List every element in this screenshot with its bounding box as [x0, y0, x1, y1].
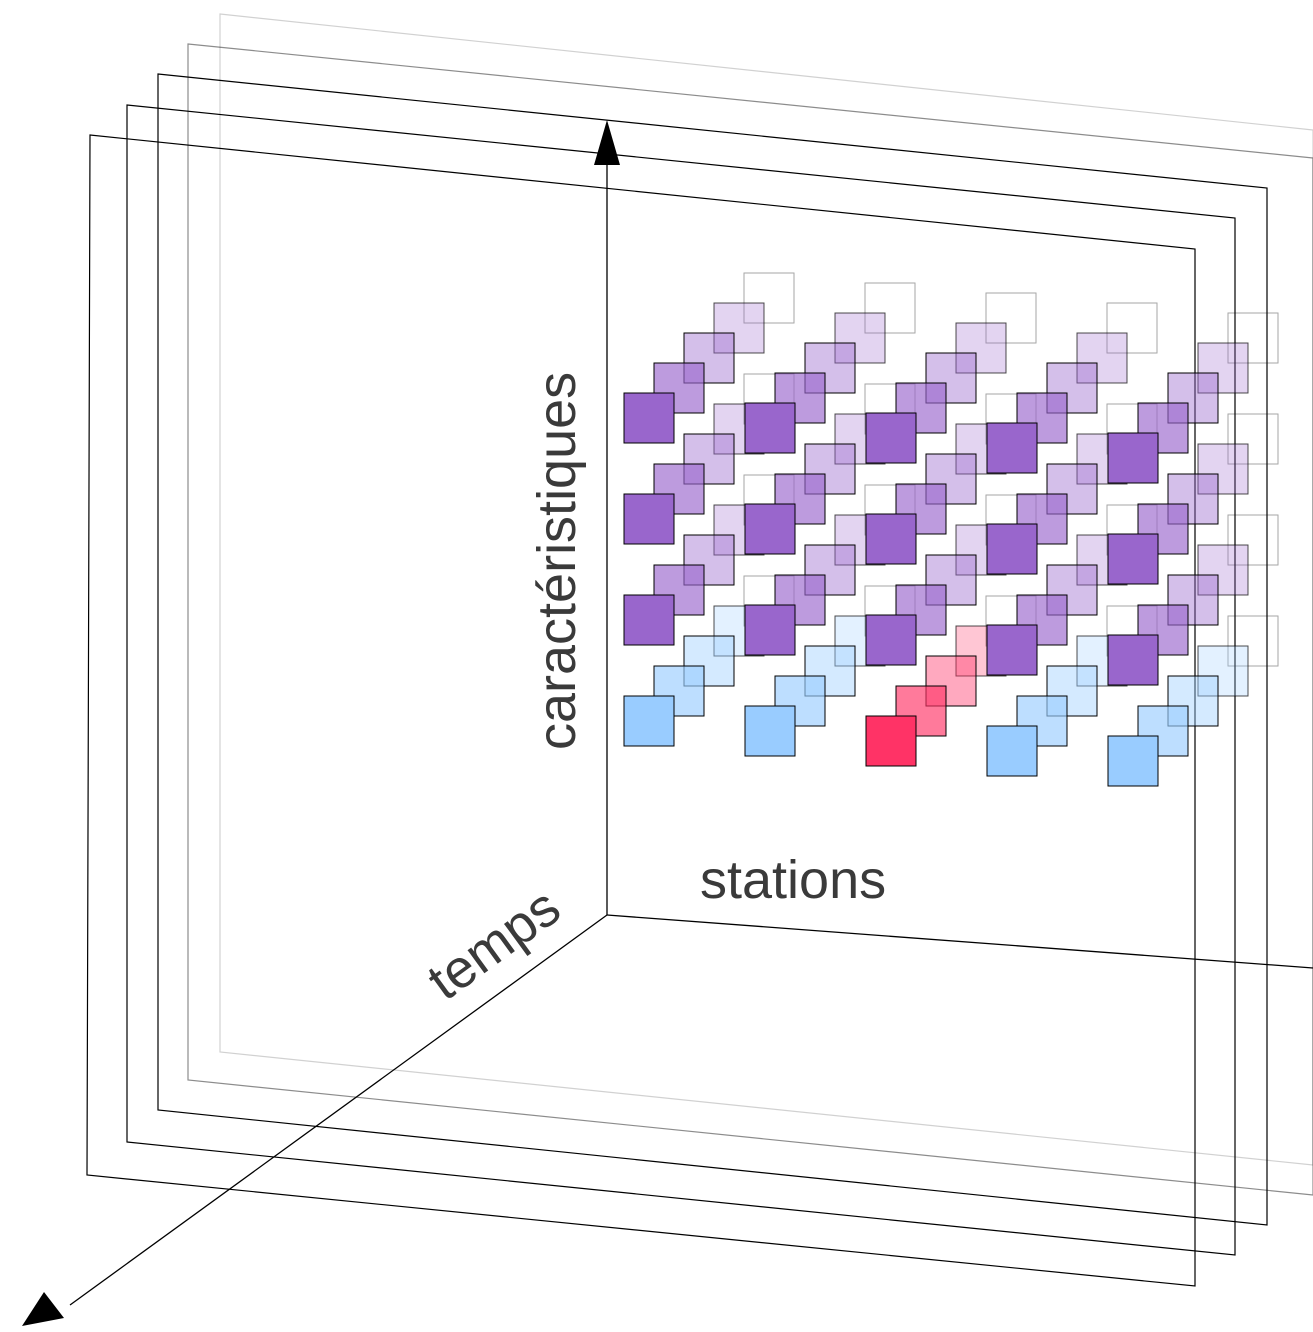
tensor-cell	[743, 272, 795, 324]
tensor-cell	[1197, 342, 1249, 394]
tensor-cell	[1107, 735, 1159, 787]
feature-axis-label: caractéristiques	[527, 372, 587, 750]
tensor-cell	[985, 292, 1037, 344]
tensor-cell	[986, 422, 1038, 474]
tensor-cell	[865, 412, 917, 464]
tensor-cell	[744, 402, 796, 454]
tensor-cell	[1107, 533, 1159, 585]
tensor-cell	[1227, 615, 1279, 667]
tensor-cell	[623, 392, 675, 444]
tensor-cell	[865, 614, 917, 666]
tensor-cell	[713, 302, 765, 354]
tensor-cell	[1076, 332, 1128, 384]
tensor-cell	[744, 604, 796, 656]
tensor-cell	[1016, 695, 1068, 747]
time-axis-arrowhead	[22, 1292, 64, 1326]
tensor-cell	[744, 705, 796, 757]
station-axis	[606, 914, 1313, 969]
tensor-cell	[865, 715, 917, 767]
time-axis-label: temps	[417, 877, 571, 1012]
time-slice-plane	[126, 104, 1236, 1256]
tensor-cell	[865, 513, 917, 565]
tensor-cell	[623, 695, 675, 747]
time-axis	[69, 914, 608, 1306]
tensor-cells	[623, 272, 1279, 787]
tensor-cell	[1107, 432, 1159, 484]
tensor-cell	[834, 312, 886, 364]
feature-axis-arrowhead	[594, 120, 620, 165]
axes	[22, 120, 1313, 1326]
tensor-cell	[1167, 372, 1219, 424]
tensor-cell	[1197, 544, 1249, 596]
tensor-cell	[986, 624, 1038, 676]
tensor-cell	[1106, 302, 1158, 354]
tensor-cell	[986, 725, 1038, 777]
tensor-cell	[1107, 634, 1159, 686]
tensor-cell	[1197, 443, 1249, 495]
tensor-cell	[864, 282, 916, 334]
tensor-cell	[623, 594, 675, 646]
time-slice-plane	[219, 13, 1313, 1166]
tensor-cell	[744, 503, 796, 555]
tensor-cell	[1227, 312, 1279, 364]
tensor-cell	[955, 322, 1007, 374]
time-slice-plane	[86, 134, 1196, 1287]
time-slice-plane	[187, 43, 1313, 1196]
tensor-cell	[986, 523, 1038, 575]
time-slice-plane	[157, 73, 1268, 1226]
tensor-cell	[623, 493, 675, 545]
tensor-cell	[1197, 645, 1249, 697]
time-slice-planes	[86, 13, 1313, 1287]
tensor-cell	[1227, 413, 1279, 465]
tensor-cell	[1227, 514, 1279, 566]
station-axis-label: stations	[700, 850, 886, 910]
